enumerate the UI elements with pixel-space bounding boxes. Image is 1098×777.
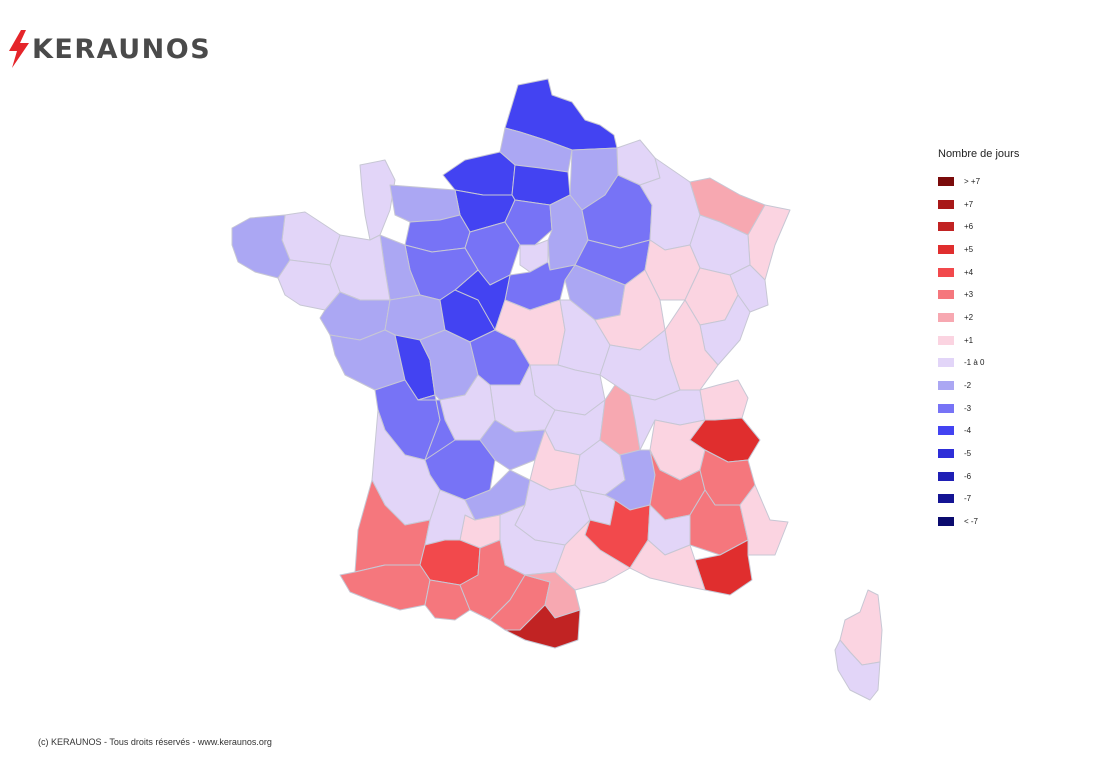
legend-item: -2 <box>938 374 1078 397</box>
legend-label: +2 <box>964 312 974 322</box>
department-region <box>834 639 881 701</box>
department-region <box>359 159 396 241</box>
legend-swatch <box>938 403 954 413</box>
legend-label: -7 <box>964 494 972 504</box>
legend-item: -4 <box>938 420 1078 443</box>
legend-swatch <box>938 222 954 232</box>
legend-swatch <box>938 244 954 254</box>
legend-label: +5 <box>964 244 974 254</box>
legend-swatch <box>938 358 954 368</box>
department-region <box>442 151 516 196</box>
logo-text: KERAUNOS <box>32 33 212 65</box>
legend-swatch <box>938 426 954 436</box>
legend-label: -3 <box>964 403 972 413</box>
legend-label: < -7 <box>964 517 979 527</box>
legend-swatch <box>938 176 954 186</box>
legend-item: +5 <box>938 238 1078 261</box>
legend-label: > +7 <box>964 176 981 186</box>
legend-label: +4 <box>964 267 974 277</box>
legend-label: +1 <box>964 335 974 345</box>
legend-item: > +7 <box>938 170 1078 193</box>
legend-label: -5 <box>964 449 972 459</box>
legend-label: +7 <box>964 199 974 209</box>
legend-swatch <box>938 312 954 322</box>
legend-swatch <box>938 449 954 459</box>
department-region <box>459 539 526 621</box>
legend-item: < -7 <box>938 510 1078 533</box>
legend-item: +1 <box>938 329 1078 352</box>
legend-item: +2 <box>938 306 1078 329</box>
keraunos-logo: KERAUNOS <box>8 30 211 68</box>
department-region <box>629 539 706 591</box>
legend-label: +6 <box>964 222 974 232</box>
legend-swatch <box>938 199 954 209</box>
legend-swatch <box>938 335 954 345</box>
legend-label: +3 <box>964 290 974 300</box>
legend-label: -4 <box>964 426 972 436</box>
legend-swatch <box>938 267 954 277</box>
legend-swatch <box>938 381 954 391</box>
legend-label: -2 <box>964 381 972 391</box>
copyright-footer: (c) KERAUNOS - Tous droits réservés - ww… <box>38 737 272 747</box>
legend-item: +3 <box>938 283 1078 306</box>
legend-swatch <box>938 290 954 300</box>
legend-item: +7 <box>938 193 1078 216</box>
legend-item: +6 <box>938 215 1078 238</box>
department-region <box>231 214 291 279</box>
legend-items: > +7 +7 +6 +5 +4 +3 +2 +1 -1 à 0 -2 -3 -4 -5 -6 -7 < -7 <box>938 170 1078 533</box>
department-region <box>339 564 431 611</box>
lightning-bolt-icon <box>9 30 29 68</box>
legend-swatch <box>938 517 954 527</box>
legend-item: -6 <box>938 465 1078 488</box>
legend-label: -6 <box>964 471 972 481</box>
legend-title: Nombre de jours <box>938 148 1020 160</box>
legend-swatch <box>938 471 954 481</box>
department-region <box>699 379 749 421</box>
legend-swatch <box>938 494 954 504</box>
legend-item: +4 <box>938 261 1078 284</box>
legend-item: -5 <box>938 442 1078 465</box>
legend-item: -3 <box>938 397 1078 420</box>
legend-item: -1 à 0 <box>938 352 1078 375</box>
legend: Nombre de jours > +7 +7 +6 +5 +4 +3 +2 +1 -1 à 0… <box>938 148 1078 533</box>
legend-item: -7 <box>938 488 1078 511</box>
department-region <box>389 184 461 223</box>
department-region <box>329 329 406 391</box>
legend-label: -1 à 0 <box>964 358 985 368</box>
department-region <box>281 211 341 266</box>
department-region <box>504 604 581 649</box>
